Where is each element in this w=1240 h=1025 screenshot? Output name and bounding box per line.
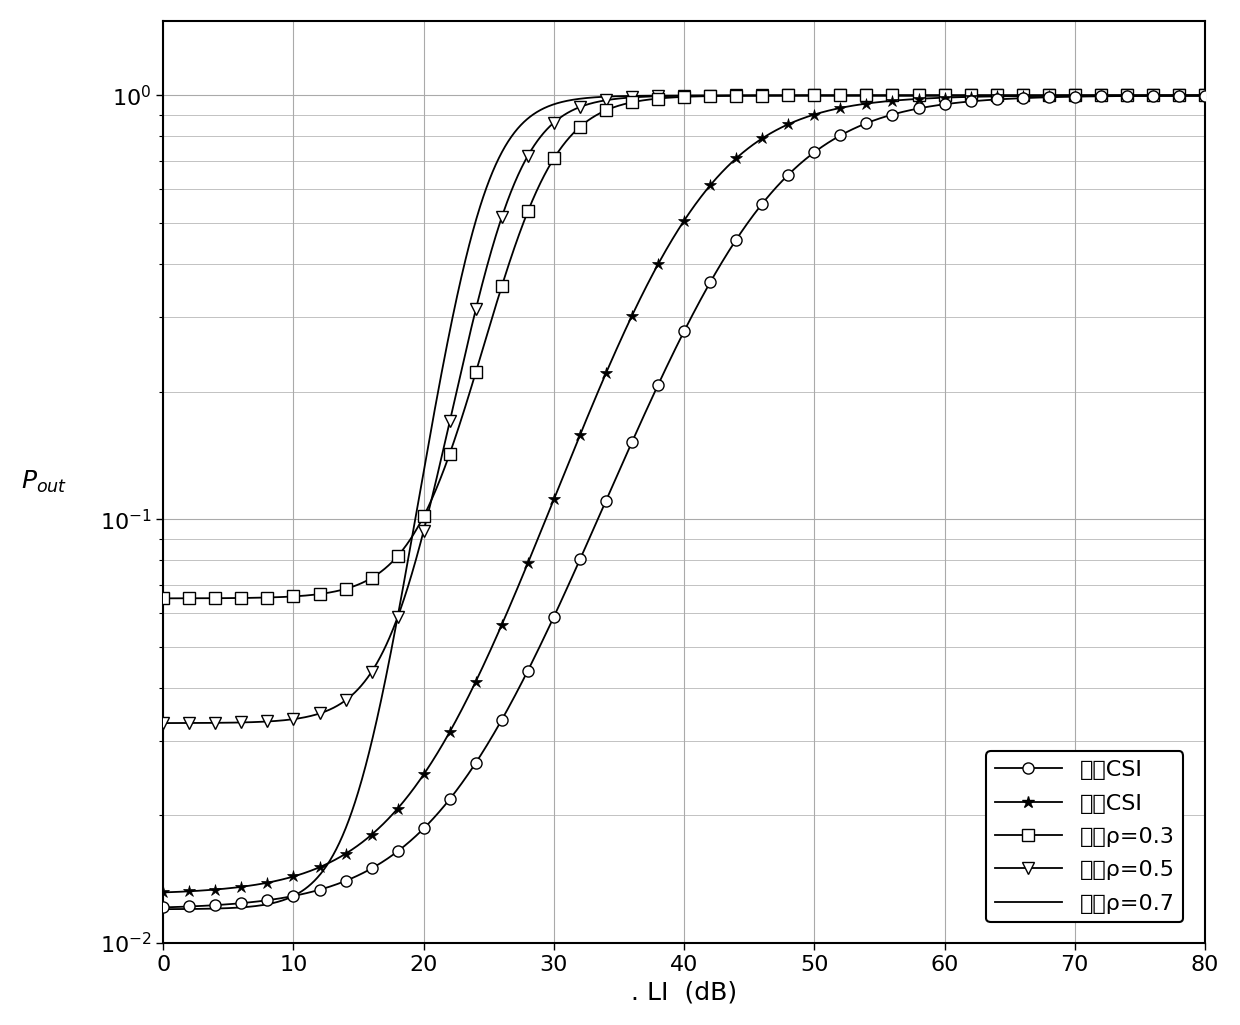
Y-axis label: $P_{out}$: $P_{out}$: [21, 468, 67, 495]
Legend: 完整CSI, 部分CSI, 固定ρ=0.3, 固定ρ=0.5, 固定ρ=0.7: 完整CSI, 部分CSI, 固定ρ=0.3, 固定ρ=0.5, 固定ρ=0.7: [986, 751, 1183, 922]
X-axis label: . LI  (dB): . LI (dB): [631, 980, 738, 1004]
